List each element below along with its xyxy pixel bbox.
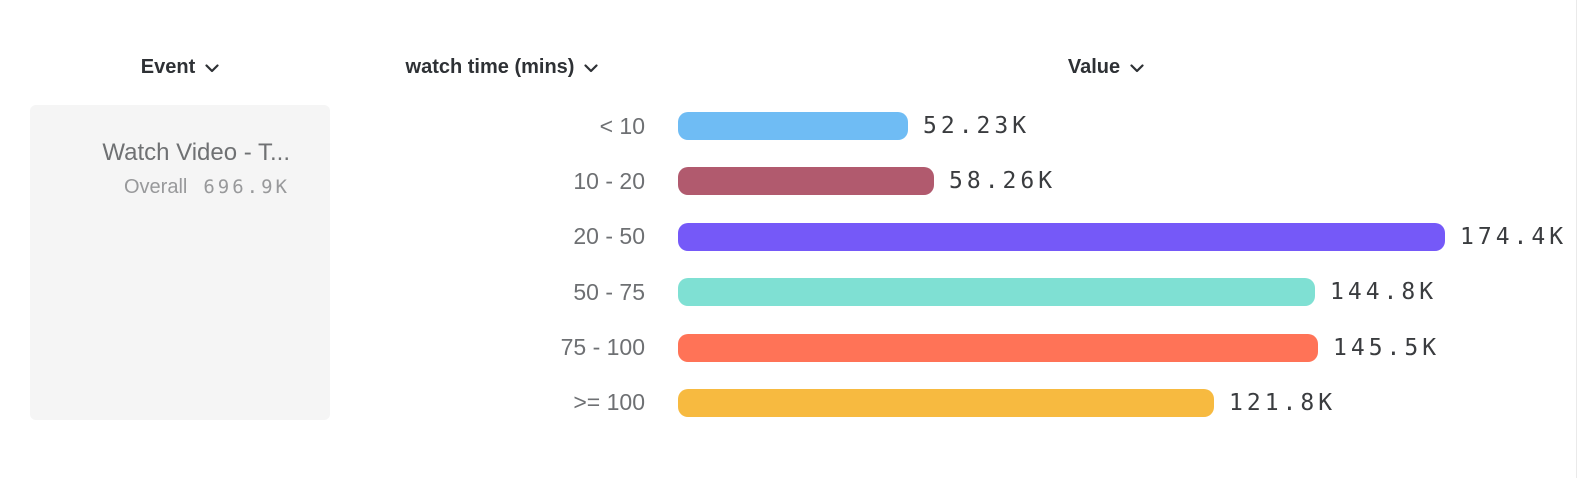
chart-row: < 10 52.23K: [0, 112, 1567, 140]
column-header-value-label: Value: [1067, 55, 1121, 78]
overall-value: 696.9K: [203, 176, 290, 198]
bar-category-label: 75 - 100: [560, 334, 645, 361]
overall-label: Overall: [124, 176, 188, 198]
chart-row: 75 - 100 145.5K: [0, 333, 1567, 362]
bar-category-label: 10 - 20: [573, 167, 645, 194]
chevron-down-icon: [205, 64, 219, 73]
bar[interactable]: [678, 278, 1315, 307]
bar-value-label: 58.26K: [949, 168, 1057, 195]
bar[interactable]: [678, 388, 1214, 417]
bar-value-label: 121.8K: [1229, 389, 1337, 416]
column-header-event-label: Event: [140, 55, 196, 78]
bar-category-label: < 10: [599, 112, 645, 139]
bar[interactable]: [678, 333, 1318, 362]
panel-right-border: [1576, 0, 1577, 478]
chart-row: 10 - 20 58.26K: [0, 167, 1567, 196]
bar-category-label: >= 100: [573, 389, 645, 416]
bar-value-label: 174.4K: [1460, 223, 1568, 250]
chart-row: >= 100 121.8K: [0, 388, 1567, 417]
bar-value-label: 145.5K: [1333, 334, 1441, 361]
bar-value-label: 144.8K: [1330, 279, 1438, 306]
bar-category-label: 50 - 75: [573, 278, 645, 305]
bar[interactable]: [678, 167, 934, 196]
chevron-down-icon: [584, 64, 599, 73]
bar[interactable]: [678, 112, 908, 140]
chart-row: 50 - 75 144.8K: [0, 278, 1567, 307]
event-overall-row: Overall 696.9K: [46, 176, 290, 199]
event-title: Watch Video - T...: [102, 139, 290, 166]
chart-row: 20 - 50 174.4K: [0, 222, 1568, 251]
event-card[interactable]: Watch Video - T... Overall 696.9K: [30, 105, 330, 420]
bar-value-label: 52.23K: [923, 113, 1031, 139]
column-header-watch-time-label: watch time (mins): [405, 55, 575, 78]
chevron-down-icon: [1130, 64, 1144, 73]
column-header-watch-time[interactable]: watch time (mins): [360, 53, 644, 81]
chart-rows: < 10 52.23K 10 - 20 58.26K 20 - 50 174.4…: [0, 112, 1567, 417]
bar[interactable]: [678, 222, 1445, 251]
column-header-event[interactable]: Event: [30, 53, 330, 81]
bar-category-label: 20 - 50: [573, 223, 645, 250]
column-header-value[interactable]: Value: [678, 53, 1534, 81]
